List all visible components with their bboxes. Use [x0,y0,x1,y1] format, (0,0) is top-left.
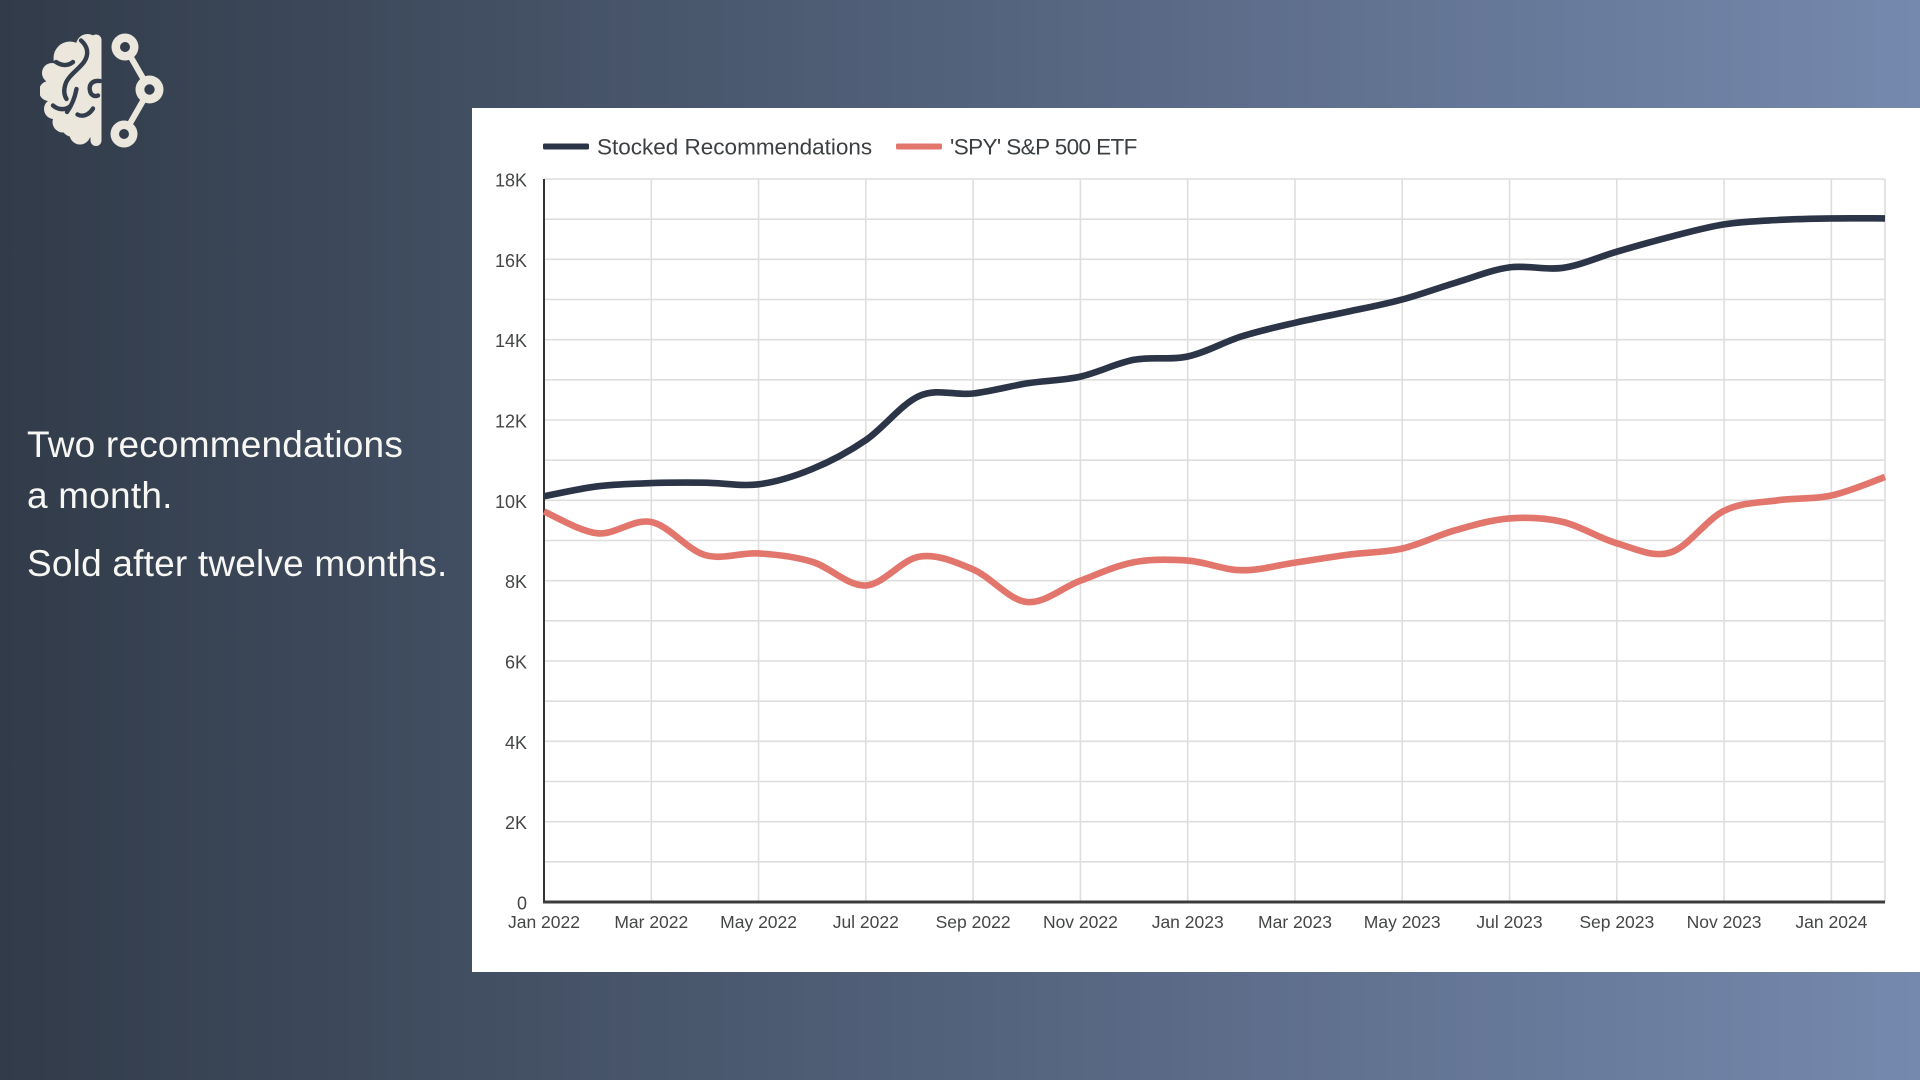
svg-text:10K: 10K [495,492,527,512]
svg-text:0: 0 [517,894,527,914]
svg-text:Jan 2022: Jan 2022 [508,912,580,932]
svg-text:Jul 2023: Jul 2023 [1476,912,1542,932]
svg-text:16K: 16K [495,251,527,271]
svg-text:18K: 18K [495,171,527,191]
svg-text:Stocked Recommendations: Stocked Recommendations [597,135,872,160]
svg-text:12K: 12K [495,412,527,432]
svg-text:Jul 2022: Jul 2022 [833,912,899,932]
svg-text:'SPY' S&P 500 ETF: 'SPY' S&P 500 ETF [950,135,1137,160]
svg-text:14K: 14K [495,331,527,351]
svg-text:8K: 8K [505,572,527,592]
svg-text:Nov 2023: Nov 2023 [1687,912,1762,932]
svg-text:Jan 2023: Jan 2023 [1152,912,1224,932]
svg-text:Jan 2024: Jan 2024 [1795,912,1867,932]
svg-text:Mar 2022: Mar 2022 [614,912,688,932]
svg-text:Sep 2022: Sep 2022 [936,912,1011,932]
svg-text:Nov 2022: Nov 2022 [1043,912,1118,932]
svg-text:2K: 2K [505,813,527,833]
svg-text:6K: 6K [505,653,527,673]
svg-text:May 2023: May 2023 [1364,912,1441,932]
svg-text:Sep 2023: Sep 2023 [1579,912,1654,932]
svg-text:Mar 2023: Mar 2023 [1258,912,1332,932]
svg-text:4K: 4K [505,733,527,753]
svg-text:May 2022: May 2022 [720,912,797,932]
